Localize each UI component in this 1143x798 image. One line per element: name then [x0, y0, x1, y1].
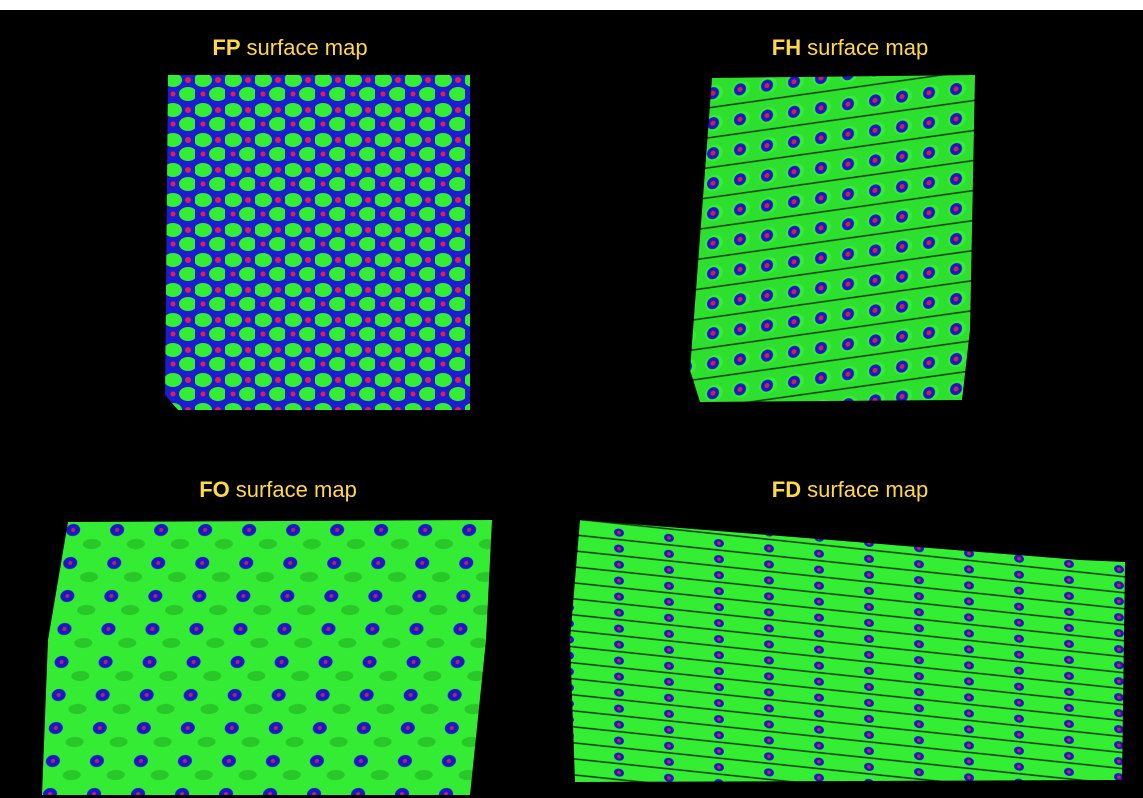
surface-map-fo [42, 520, 492, 795]
panel-label: surface map [807, 35, 928, 60]
panel-code: FO [199, 477, 230, 502]
panel-code: FP [212, 35, 240, 60]
panel-title: FP surface map [212, 35, 367, 60]
panel-code: FD [772, 477, 801, 502]
panel-label: surface map [807, 477, 928, 502]
panel-label: surface map [236, 477, 357, 502]
surface-map-fh [690, 75, 975, 402]
page: {"panels": [ {"code": "FP", "label": "su… [0, 0, 1143, 798]
surface-map-fp [165, 75, 470, 410]
surface-map-fd [570, 520, 1125, 782]
panel-code: FH [772, 35, 801, 60]
figure: FPsurface map FHsurface map FOsurface ma… [0, 0, 1143, 798]
panel-label: surface map [247, 35, 368, 60]
